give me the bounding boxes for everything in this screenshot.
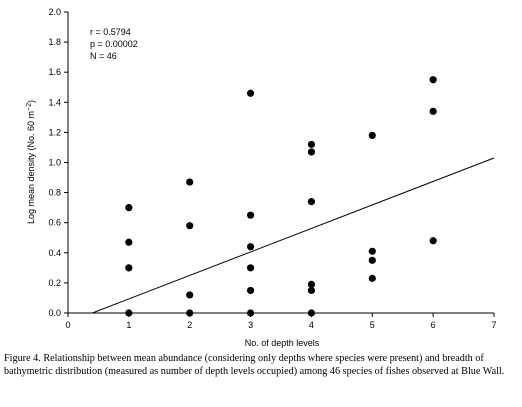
x-tick-label: 7 bbox=[491, 320, 496, 330]
data-point bbox=[307, 148, 316, 156]
data-point bbox=[307, 286, 316, 295]
data-point bbox=[125, 309, 133, 317]
y-tick-label: 0.8 bbox=[48, 188, 61, 198]
y-tick-label: 0.2 bbox=[48, 278, 61, 288]
y-tick-label: 1.4 bbox=[48, 97, 61, 107]
y-axis-label-close: ) bbox=[26, 100, 36, 103]
data-point bbox=[368, 131, 376, 140]
data-point bbox=[186, 222, 194, 230]
x-tick-label: 0 bbox=[65, 320, 70, 330]
data-points bbox=[125, 76, 437, 317]
data-point bbox=[246, 264, 255, 272]
data-point bbox=[429, 76, 437, 84]
data-point bbox=[186, 309, 194, 317]
data-point bbox=[246, 286, 255, 295]
x-tick-label: 1 bbox=[126, 320, 131, 330]
y-tick-label: 0.6 bbox=[48, 218, 61, 228]
stat-line: r = 0.5794 bbox=[90, 27, 131, 37]
x-axis-label: No. of depth levels bbox=[245, 338, 320, 348]
data-point bbox=[246, 89, 255, 97]
y-tick-label: 1.2 bbox=[48, 127, 61, 137]
figure-caption: Figure 4. Relationship between mean abun… bbox=[4, 353, 505, 378]
stat-line: N = 46 bbox=[90, 51, 117, 61]
data-point bbox=[307, 309, 316, 317]
y-axis-label: Log mean density (No. 60 m−2) bbox=[26, 100, 36, 224]
x-tick-label: 5 bbox=[370, 320, 375, 330]
data-point bbox=[307, 198, 316, 206]
data-point bbox=[186, 178, 194, 186]
data-point bbox=[368, 256, 376, 264]
statistics-annotation: r = 0.5794 p = 0.00002 N = 46 bbox=[90, 27, 138, 61]
data-point bbox=[246, 243, 255, 251]
data-point bbox=[429, 237, 437, 245]
data-point bbox=[125, 264, 133, 272]
data-point bbox=[125, 238, 133, 246]
data-point bbox=[125, 204, 133, 212]
data-point bbox=[368, 274, 376, 282]
x-tick-label: 6 bbox=[431, 320, 436, 330]
y-tick-label: 0.4 bbox=[48, 248, 61, 258]
data-point bbox=[368, 247, 376, 255]
stat-line: p = 0.00002 bbox=[90, 39, 138, 49]
data-point bbox=[307, 280, 316, 289]
y-tick-label: 0.0 bbox=[48, 308, 61, 318]
y-tick-label: 2.0 bbox=[48, 7, 61, 17]
y-axis-label-main: Log mean density (No. 60 m bbox=[26, 111, 36, 224]
y-tick-label: 1.6 bbox=[48, 67, 61, 77]
data-point bbox=[307, 140, 316, 149]
y-axis-label-superscript: −2 bbox=[26, 103, 33, 111]
scatter-chart: 0 1 2 3 4 5 6 7 0.0 0.2 0.4 0.6 0.8 1.0 1.2 1.4 1.6 1.8 2… bbox=[26, 7, 497, 348]
x-tick-label: 2 bbox=[187, 320, 192, 330]
y-tick-label: 1.0 bbox=[48, 158, 61, 168]
x-tick-label: 4 bbox=[309, 320, 314, 330]
y-tick-label: 1.8 bbox=[48, 37, 61, 47]
regression-line bbox=[92, 157, 495, 314]
data-point bbox=[186, 291, 194, 299]
y-axis-ticks: 0.0 0.2 0.4 0.6 0.8 1.0 1.2 1.4 1.6 1.8 2.0 bbox=[48, 7, 68, 318]
data-point bbox=[246, 211, 255, 219]
data-point bbox=[429, 107, 437, 115]
x-tick-label: 3 bbox=[248, 320, 253, 330]
data-point bbox=[246, 309, 255, 317]
